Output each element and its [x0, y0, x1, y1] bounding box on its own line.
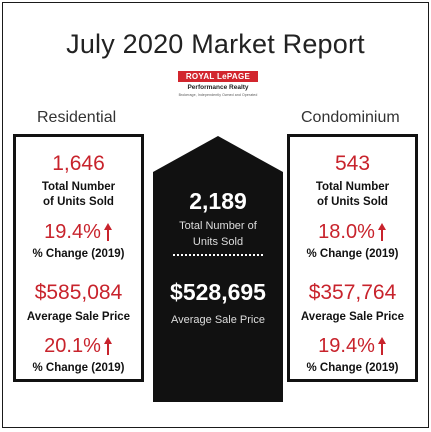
residential-price-change-value: 20.1% — [44, 334, 101, 357]
residential-heading: Residential — [37, 109, 117, 126]
residential-price-change: 20.1% — [16, 336, 141, 356]
logo-subtitle: Performance Realty — [187, 84, 249, 91]
total-avg-price: $528,695 — [170, 279, 266, 305]
condominium-units-change-value: 18.0% — [318, 220, 375, 243]
residential-avg-price-label: Average Sale Price — [26, 310, 131, 323]
condominium-heading: Condominium — [301, 109, 400, 126]
total-panel: 2,189 Total Number of Units Sold $528,69… — [153, 136, 283, 402]
arrow-up-icon — [377, 222, 386, 241]
condominium-units-label-2: of Units Sold — [317, 195, 388, 208]
condominium-units-label-1: Total Number — [315, 181, 390, 193]
residential-price-change-label: % Change (2019) — [32, 361, 125, 374]
condominium-avg-price: $357,764 — [308, 280, 397, 304]
total-avg-price-label: Average Sale Price — [171, 314, 265, 326]
total-units-label-2: Units Sold — [192, 236, 244, 248]
divider-dots — [173, 254, 263, 256]
arrow-up-icon — [377, 336, 386, 355]
residential-units-label-2: of Units Sold — [43, 195, 114, 208]
residential-units-change-value: 19.4% — [44, 220, 101, 243]
condominium-price-change: 19.4% — [290, 336, 415, 356]
logo-brand: ROYAL LePAGE — [178, 71, 258, 82]
residential-change-label: % Change (2019) — [32, 247, 125, 260]
arrow-up-icon — [103, 336, 112, 355]
total-units-sold: 2,189 — [189, 188, 247, 214]
residential-units-sold: 1,646 — [52, 152, 105, 175]
residential-avg-price: $585,084 — [34, 280, 123, 304]
arrow-up-icon — [103, 222, 112, 241]
residential-units-label-1: Total Number — [41, 181, 116, 193]
condominium-panel: 543 Total Number of Units Sold 18.0% % C… — [287, 134, 418, 382]
residential-panel: 1,646 Total Number of Units Sold 19.4% %… — [13, 134, 144, 382]
condominium-avg-price-label: Average Sale Price — [300, 310, 405, 323]
condominium-price-change-value: 19.4% — [318, 334, 375, 357]
company-logo: ROYAL LePAGE Performance Realty Brokerag… — [178, 71, 258, 117]
condominium-change-label: % Change (2019) — [306, 247, 399, 260]
house-shape — [153, 136, 283, 402]
condominium-units-change: 18.0% — [290, 222, 415, 242]
logo-tagline: Brokerage, Independently Owned and Opera… — [178, 93, 258, 97]
condominium-price-change-label: % Change (2019) — [306, 361, 399, 374]
residential-units-change: 19.4% — [16, 222, 141, 242]
report-frame: July 2020 Market Report ROYAL LePAGE Per… — [2, 2, 429, 428]
condominium-units-sold: 543 — [334, 152, 371, 175]
page-title: July 2020 Market Report — [66, 29, 365, 59]
total-units-label-1: Total Number of — [179, 220, 257, 232]
